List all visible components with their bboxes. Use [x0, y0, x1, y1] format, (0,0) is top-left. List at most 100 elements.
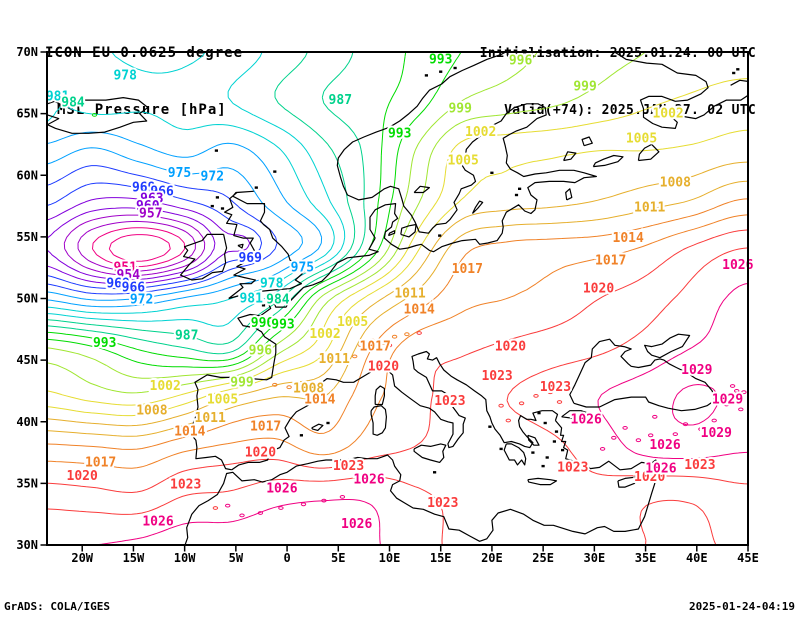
small-island — [273, 170, 277, 173]
isobar-label: 999 — [448, 102, 471, 117]
isobar-label: 993 — [429, 52, 452, 67]
isobar-label: 1026 — [649, 438, 680, 453]
isobar-972 — [48, 147, 303, 301]
terrain-noise-mark — [622, 426, 628, 430]
grads-credit: GrADS: COLA/IGES — [4, 600, 110, 613]
isobar-label: 1017 — [595, 253, 626, 268]
small-island — [499, 447, 503, 451]
terrain-noise-mark — [729, 384, 736, 388]
isobar-label: 996 — [509, 54, 533, 69]
coastline-path — [644, 333, 691, 359]
isobar-label: 999 — [230, 375, 253, 390]
render-timestamp: 2025-01-24-04:19 — [689, 600, 795, 613]
terrain-noise-mark — [556, 400, 563, 404]
coastline-path — [413, 443, 447, 463]
isobar-label: 1020 — [583, 282, 614, 297]
isobar-label: 1005 — [626, 131, 657, 146]
terrain-noise-mark — [741, 390, 747, 395]
isobar-label: 966 — [122, 280, 146, 295]
isobar-label: 1011 — [634, 200, 665, 215]
isobar-966 — [48, 182, 263, 290]
terrain-noise-mark — [682, 422, 689, 427]
time-block: Initialisation: 2025.01.24. 00 UTC Valid… — [480, 6, 756, 139]
coastline-path — [569, 338, 715, 412]
lon-tick-label: 15W — [123, 551, 145, 565]
coastline-path — [527, 477, 558, 486]
isobar-label: 981 — [46, 89, 70, 104]
isobar-label: 984 — [266, 293, 290, 308]
terrain-noise-mark — [212, 506, 219, 510]
lat-tick-label: 35N — [16, 476, 38, 490]
isobar-label: 1023 — [170, 478, 201, 493]
isobar-label: 1017 — [452, 262, 483, 277]
isobar-label: 1005 — [448, 154, 479, 169]
isobar-label: 1023 — [557, 460, 588, 475]
coastline-path — [637, 143, 660, 162]
lon-tick-label: 45E — [737, 551, 759, 565]
isobar-label: 1023 — [684, 458, 715, 473]
isobar-label: 1026 — [722, 258, 753, 273]
isobar-label: 969 — [132, 181, 155, 196]
isobar-label: 987 — [175, 329, 198, 344]
small-island — [214, 149, 218, 152]
isobar-1011 — [48, 180, 747, 437]
lat-tick-label: 45N — [16, 353, 38, 367]
small-island — [545, 456, 549, 459]
isobar-label: 1008 — [660, 176, 691, 191]
small-island — [554, 430, 559, 433]
isobar-label: 1029 — [701, 426, 732, 441]
isobar-label: 1011 — [319, 352, 350, 367]
terrain-noise-mark — [239, 513, 245, 518]
isobar-1005 — [48, 129, 747, 417]
lat-tick-label: 60N — [16, 168, 38, 182]
small-island — [572, 467, 576, 470]
isobar-label: 990 — [251, 316, 275, 331]
isobar-1023 — [48, 247, 747, 544]
small-island — [490, 171, 494, 174]
isobar-label: 1026 — [142, 515, 173, 530]
small-island — [326, 421, 330, 425]
isobar-label: 960 — [136, 199, 160, 214]
terrain-noise-mark — [416, 331, 422, 335]
isobar-label: 975 — [291, 261, 314, 276]
isobar-999 — [48, 53, 645, 394]
terrain-noise-mark — [533, 394, 539, 398]
isobar-label: 993 — [93, 336, 116, 351]
coastline-path — [413, 185, 430, 194]
lat-tick-label: 40N — [16, 415, 38, 429]
isobar-label: 1020 — [495, 340, 526, 355]
small-island — [552, 440, 556, 443]
terrain-noise-mark — [257, 511, 264, 515]
small-island — [254, 186, 258, 189]
isobar-label: 1014 — [613, 231, 644, 246]
isobar-label: 1020 — [368, 359, 399, 374]
isobar-975 — [48, 131, 323, 308]
isobar-label: 969 — [106, 277, 129, 292]
isobar-label: 1002 — [309, 327, 340, 342]
terrain-noise-mark — [358, 343, 364, 348]
small-island — [210, 204, 214, 208]
init-time: Initialisation: 2025.01.24. 00 UTC — [479, 46, 756, 61]
terrain-noise-mark — [278, 506, 284, 510]
coastline-path — [231, 350, 559, 471]
terrain-noise-mark — [648, 433, 654, 438]
isobar-label: 999 — [573, 80, 596, 95]
small-island — [220, 207, 225, 210]
isobar-label: 969 — [238, 251, 261, 266]
terrain-noise-mark — [505, 418, 511, 423]
isobar-987 — [48, 53, 366, 355]
terrain-noise-mark — [652, 414, 658, 419]
isobar-label: 1002 — [150, 379, 181, 394]
isobar-label: 1017 — [85, 455, 116, 470]
terrain-noise-mark — [272, 382, 278, 387]
small-island — [439, 70, 443, 73]
coastlines — [48, 53, 747, 544]
isobar-960 — [48, 207, 216, 281]
lon-tick-label: 10W — [174, 551, 196, 565]
isobar-990 — [48, 53, 407, 362]
coastline-path — [563, 151, 577, 162]
isobar-label: 1026 — [341, 517, 372, 532]
coastline-path — [224, 190, 306, 300]
